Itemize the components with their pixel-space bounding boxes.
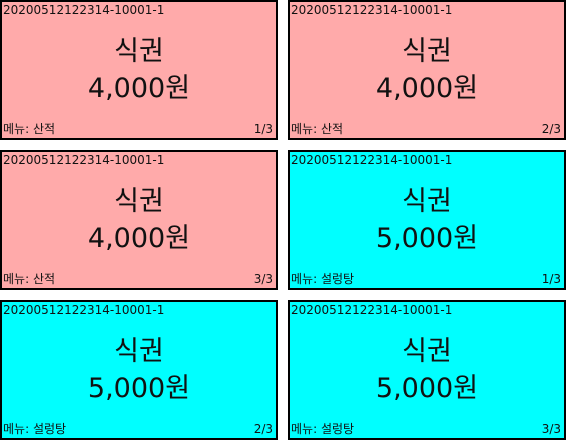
menu-label: 메뉴: bbox=[3, 272, 30, 286]
ticket-code: 20200512122314-10001-1 bbox=[291, 3, 453, 17]
ticket-menu: 메뉴: 설렁탕 bbox=[3, 422, 66, 436]
meal-ticket: 20200512122314-10001-1 식권 5,000원 메뉴: 설렁탕… bbox=[288, 300, 566, 440]
ticket-title: 식권 bbox=[114, 336, 164, 367]
ticket-menu: 메뉴: 산적 bbox=[291, 122, 343, 136]
ticket-code: 20200512122314-10001-1 bbox=[3, 303, 165, 317]
ticket-menu: 메뉴: 설렁탕 bbox=[291, 422, 354, 436]
menu-label: 메뉴: bbox=[3, 422, 30, 436]
ticket-sequence: 2/3 bbox=[541, 122, 561, 136]
meal-ticket: 20200512122314-10001-1 식권 4,000원 메뉴: 산적 … bbox=[0, 0, 278, 140]
ticket-title: 식권 bbox=[402, 36, 452, 67]
ticket-sequence: 1/3 bbox=[253, 122, 273, 136]
ticket-price: 4,000원 bbox=[87, 223, 191, 254]
meal-ticket: 20200512122314-10001-1 식권 5,000원 메뉴: 설렁탕… bbox=[0, 300, 278, 440]
menu-value: 산적 bbox=[32, 272, 56, 286]
menu-value: 산적 bbox=[32, 122, 56, 136]
ticket-title: 식권 bbox=[114, 186, 164, 217]
ticket-title: 식권 bbox=[402, 186, 452, 217]
menu-label: 메뉴: bbox=[291, 422, 318, 436]
menu-value: 설렁탕 bbox=[320, 422, 355, 436]
ticket-sequence: 3/3 bbox=[541, 422, 561, 436]
menu-value: 산적 bbox=[320, 122, 344, 136]
ticket-code: 20200512122314-10001-1 bbox=[3, 3, 165, 17]
menu-value: 설렁탕 bbox=[320, 272, 355, 286]
ticket-title: 식권 bbox=[114, 36, 164, 67]
ticket-code: 20200512122314-10001-1 bbox=[291, 153, 453, 167]
ticket-menu: 메뉴: 산적 bbox=[3, 122, 55, 136]
ticket-price: 5,000원 bbox=[87, 373, 191, 404]
ticket-sequence: 3/3 bbox=[253, 272, 273, 286]
menu-label: 메뉴: bbox=[3, 122, 30, 136]
ticket-sequence: 2/3 bbox=[253, 422, 273, 436]
ticket-sequence: 1/3 bbox=[541, 272, 561, 286]
meal-ticket: 20200512122314-10001-1 식권 4,000원 메뉴: 산적 … bbox=[288, 0, 566, 140]
ticket-price: 4,000원 bbox=[87, 73, 191, 104]
ticket-price: 5,000원 bbox=[375, 223, 479, 254]
menu-value: 설렁탕 bbox=[32, 422, 67, 436]
menu-label: 메뉴: bbox=[291, 272, 318, 286]
ticket-menu: 메뉴: 설렁탕 bbox=[291, 272, 354, 286]
ticket-code: 20200512122314-10001-1 bbox=[3, 153, 165, 167]
ticket-menu: 메뉴: 산적 bbox=[3, 272, 55, 286]
ticket-price: 5,000원 bbox=[375, 373, 479, 404]
meal-ticket: 20200512122314-10001-1 식권 5,000원 메뉴: 설렁탕… bbox=[288, 150, 566, 290]
menu-label: 메뉴: bbox=[291, 122, 318, 136]
meal-ticket: 20200512122314-10001-1 식권 4,000원 메뉴: 산적 … bbox=[0, 150, 278, 290]
ticket-code: 20200512122314-10001-1 bbox=[291, 303, 453, 317]
ticket-title: 식권 bbox=[402, 336, 452, 367]
ticket-price: 4,000원 bbox=[375, 73, 479, 104]
